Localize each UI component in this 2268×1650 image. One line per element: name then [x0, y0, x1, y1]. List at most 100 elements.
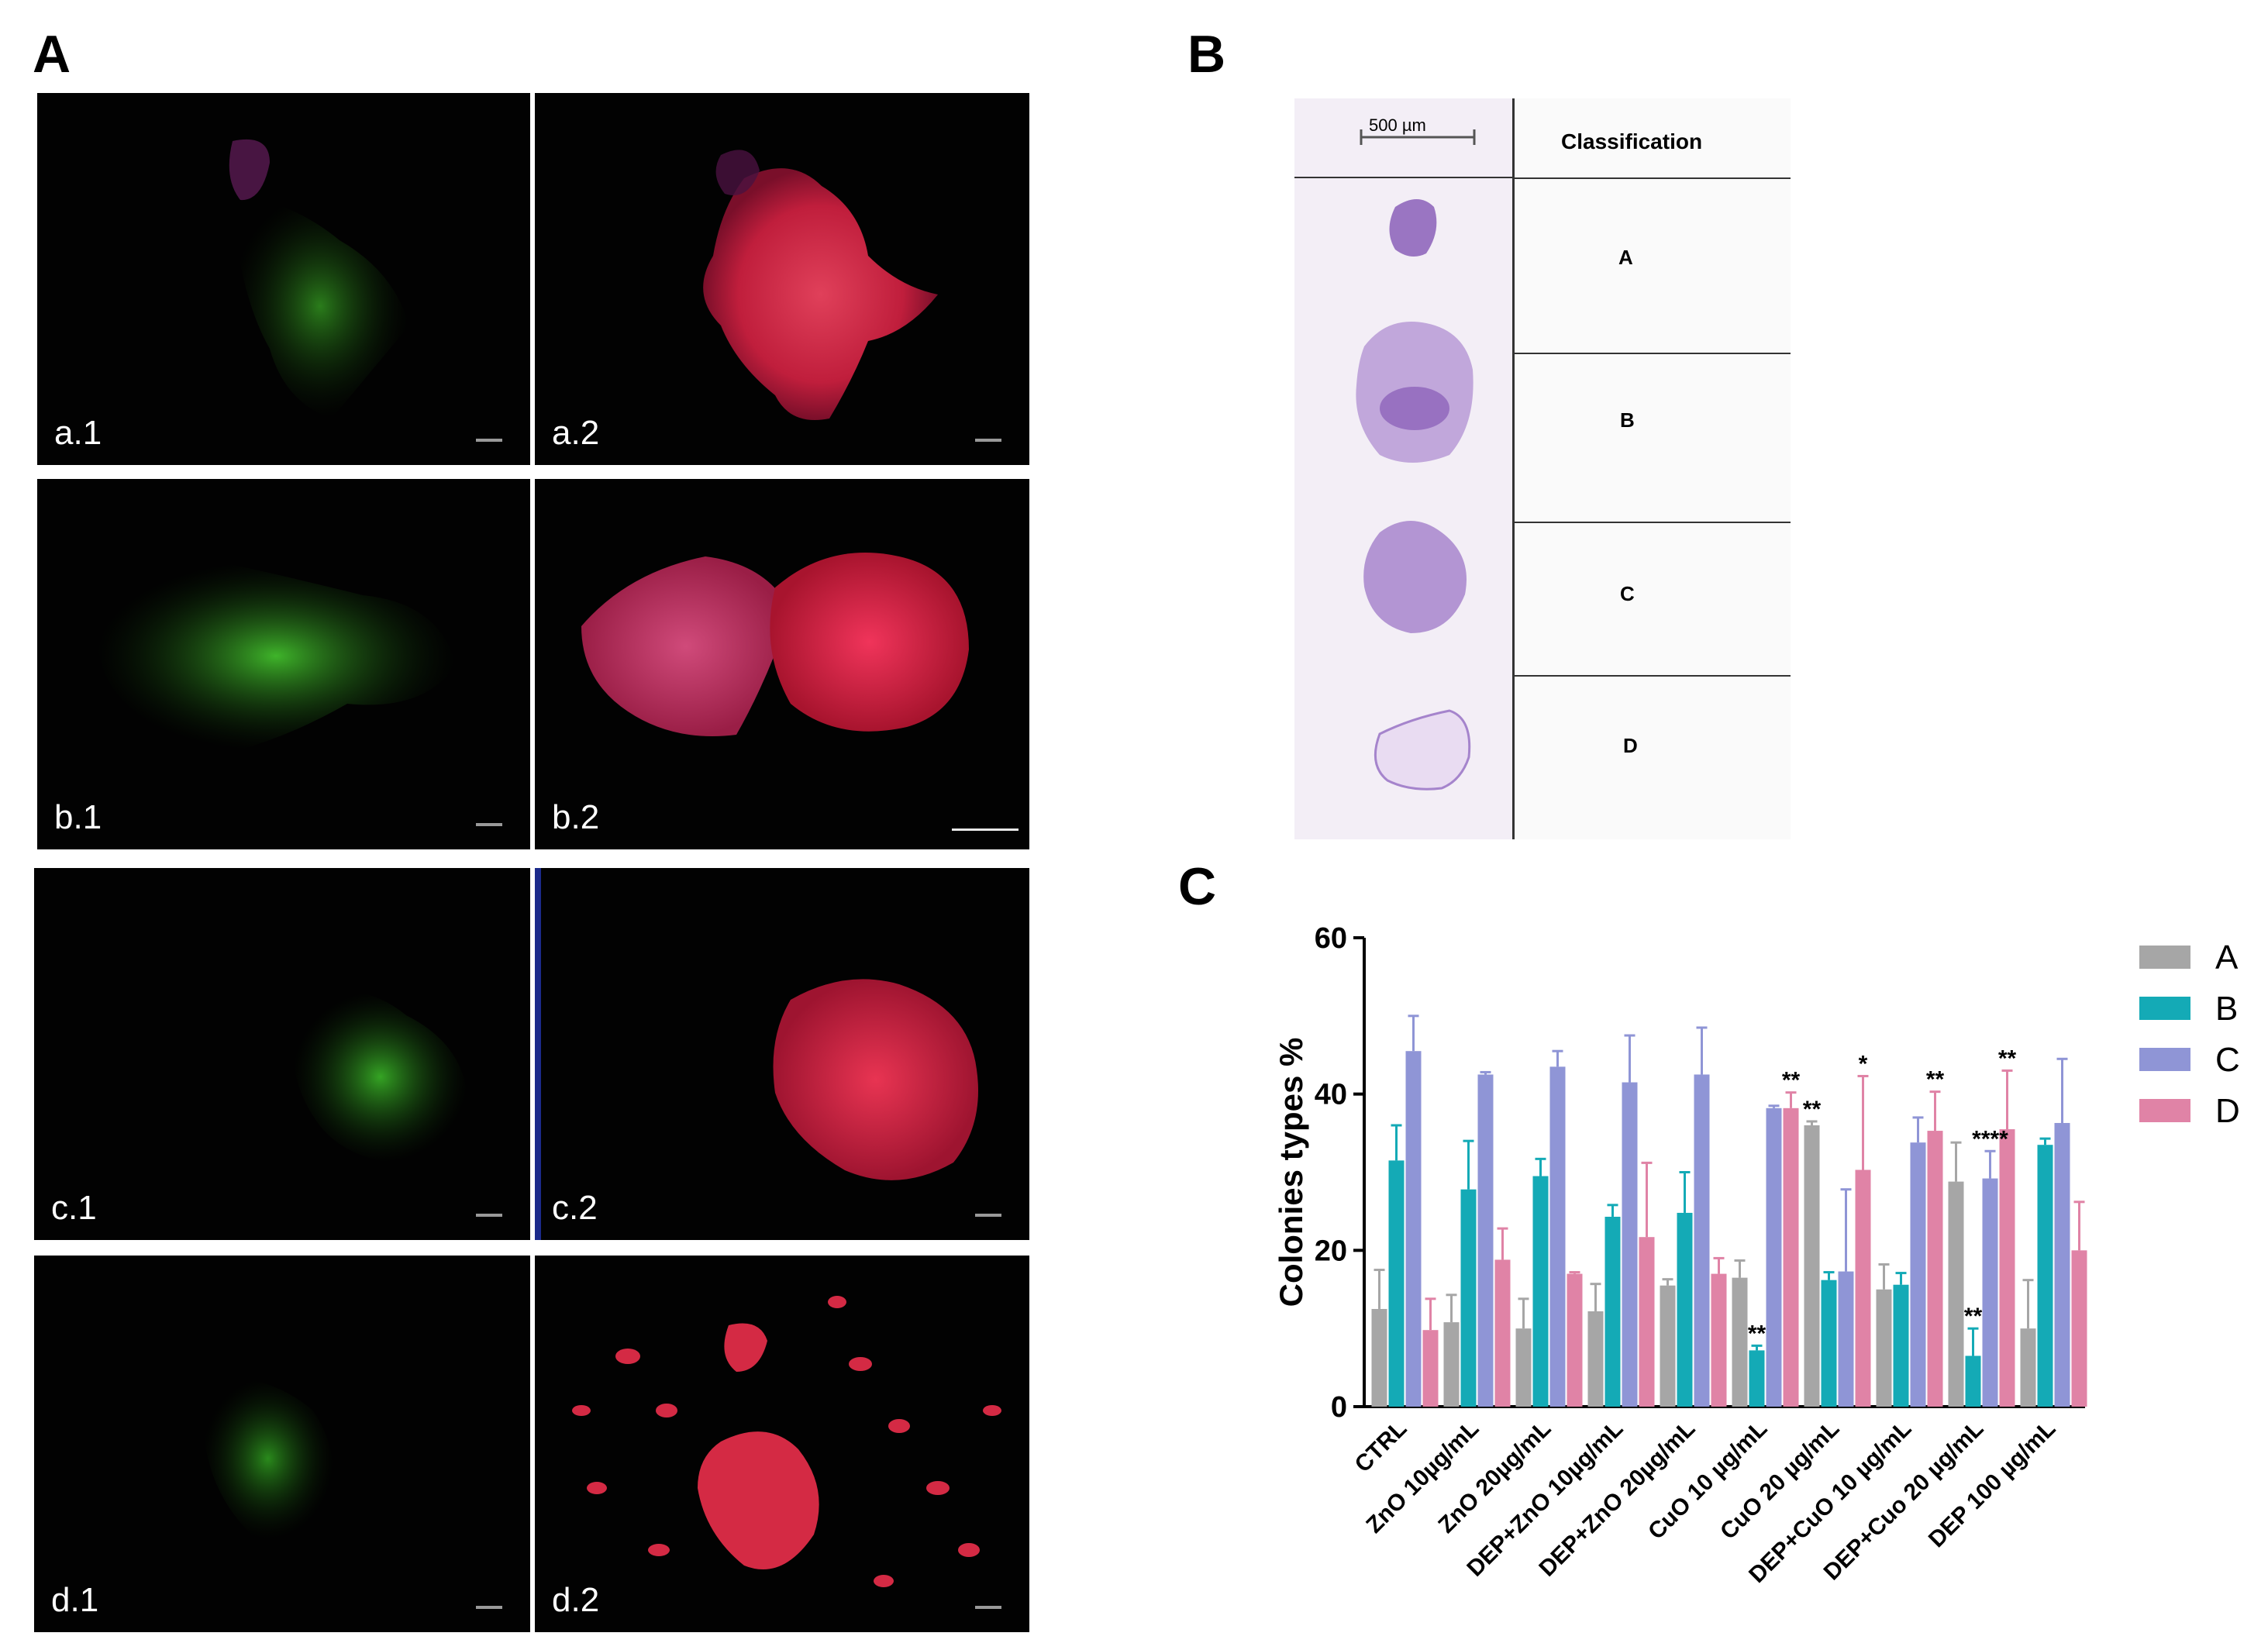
- scale-bar: [975, 439, 1001, 442]
- scale-bar: [952, 828, 1019, 831]
- classification-table: 500 µm Classification A B C D: [1294, 98, 1791, 839]
- bar-A-2: [1515, 1328, 1532, 1407]
- bar-C-8: [1982, 1178, 1998, 1407]
- micrograph-b1-image: [96, 560, 456, 752]
- bar-C-7: [1910, 1142, 1926, 1407]
- bar-A-5: [1732, 1277, 1748, 1407]
- significance-marker: **: [1926, 1067, 1945, 1093]
- scale-bar: [476, 439, 502, 442]
- colony-image-column: 500 µm: [1294, 98, 1515, 839]
- micrograph-a2-image: [703, 150, 938, 420]
- bar-D-0: [1422, 1330, 1439, 1407]
- significance-marker: **: [1748, 1321, 1766, 1346]
- significance-marker: **: [1782, 1068, 1801, 1094]
- scale-bar: [476, 1214, 502, 1217]
- row-divider: [1512, 177, 1791, 179]
- bar-C-9: [2054, 1122, 2070, 1407]
- scale-label: 500 µm: [1369, 115, 1426, 135]
- bar-B-6: [1821, 1280, 1837, 1407]
- legend-swatch-D: [2139, 1099, 2190, 1122]
- micrograph-a1: a.1: [37, 93, 530, 465]
- colony-images: [1294, 129, 1512, 791]
- micrograph-label: a.2: [552, 414, 600, 452]
- bar-B-5: [1749, 1350, 1765, 1407]
- legend-label-C: C: [2215, 1041, 2240, 1079]
- x-tick-label: CTRL: [1350, 1416, 1412, 1478]
- legend-swatch-C: [2139, 1048, 2190, 1071]
- micrograph-d2-image: [572, 1296, 1001, 1587]
- micrograph-label: c.2: [552, 1189, 598, 1227]
- bar-D-4: [1711, 1273, 1727, 1407]
- bar-B-3: [1604, 1216, 1621, 1407]
- scale-bar: [476, 1606, 502, 1609]
- micrograph-label: c.1: [51, 1189, 97, 1227]
- bar-B-0: [1388, 1160, 1405, 1407]
- bar-D-8: [1999, 1129, 2015, 1407]
- bar-A-4: [1660, 1285, 1676, 1407]
- micrograph-b2: b.2: [535, 479, 1029, 849]
- bar-B-4: [1677, 1212, 1693, 1407]
- bar-C-1: [1477, 1074, 1494, 1407]
- legend-label-A: A: [2215, 939, 2239, 977]
- y-tick-label: 40: [1315, 1079, 1347, 1111]
- classification-row-a: A: [1618, 246, 1633, 269]
- x-tick-label: DEP 100 µg/mL: [1924, 1416, 2061, 1553]
- legend-label-D: D: [2215, 1092, 2240, 1130]
- bar-C-0: [1405, 1051, 1422, 1407]
- micrograph-a1-image: [229, 139, 409, 419]
- panel-label-c: C: [1178, 857, 1217, 916]
- bar-A-6: [1804, 1125, 1820, 1407]
- bar-D-7: [1927, 1131, 1943, 1407]
- legend-label-B: B: [2215, 990, 2238, 1028]
- classification-row-c: C: [1620, 582, 1635, 605]
- significance-marker: **: [1964, 1304, 1983, 1329]
- scale-bar: [975, 1606, 1001, 1609]
- micrograph-label: d.2: [552, 1581, 600, 1619]
- micrograph-c1-image: [292, 990, 468, 1163]
- bar-C-6: [1838, 1271, 1854, 1407]
- bar-D-1: [1494, 1259, 1511, 1407]
- legend-swatch-A: [2139, 946, 2190, 969]
- classification-row-d: D: [1623, 734, 1638, 757]
- micrograph-d1: d.1: [34, 1256, 530, 1632]
- bar-A-3: [1587, 1311, 1604, 1407]
- row-divider: [1512, 522, 1791, 523]
- micrograph-label: a.1: [54, 414, 102, 452]
- colony-type-d-image: [1374, 709, 1471, 791]
- significance-marker: ****: [1972, 1126, 2008, 1152]
- bar-A-9: [2020, 1328, 2036, 1407]
- chart-panel-c: 0 20 40 60 Colonies types % ** ** ** * ** ** **** **…: [1240, 853, 2268, 1646]
- micrograph-label: b.2: [552, 798, 600, 836]
- bar-B-2: [1532, 1176, 1549, 1407]
- colony-type-c-image: [1363, 521, 1467, 633]
- y-axis-label: Colonies types %: [1273, 1038, 1309, 1307]
- micrograph-c2: c.2: [535, 868, 1029, 1240]
- bar-C-5: [1766, 1107, 1782, 1407]
- bar-B-8: [1965, 1355, 1981, 1407]
- significance-marker: *: [1859, 1051, 1868, 1076]
- panel-label-b: B: [1187, 25, 1226, 84]
- colony-type-a-image: [1389, 199, 1437, 257]
- bar-C-4: [1694, 1074, 1710, 1407]
- bar-B-7: [1893, 1284, 1909, 1407]
- bar-A-0: [1371, 1308, 1387, 1407]
- bar-D-6: [1855, 1169, 1871, 1407]
- bar-C-2: [1549, 1066, 1566, 1407]
- bar-A-8: [1948, 1181, 1964, 1407]
- micrograph-c1: c.1: [34, 868, 530, 1240]
- micrograph-c2-image: [535, 868, 978, 1240]
- y-tick-label: 60: [1315, 922, 1347, 955]
- micrograph-d1-image: [202, 1378, 334, 1539]
- micrograph-b2-image: [581, 553, 969, 736]
- micrograph-label: b.1: [54, 798, 102, 836]
- scale-bar: [975, 1214, 1001, 1217]
- scale-bar: [476, 823, 502, 826]
- classification-header: Classification: [1561, 129, 1703, 153]
- bar-B-9: [2037, 1145, 2053, 1407]
- micrograph-label: d.1: [51, 1581, 99, 1619]
- row-divider: [1512, 675, 1791, 677]
- classification-row-b: B: [1620, 408, 1635, 432]
- row-divider: [1512, 353, 1791, 354]
- micrograph-d2: d.2: [535, 1256, 1029, 1632]
